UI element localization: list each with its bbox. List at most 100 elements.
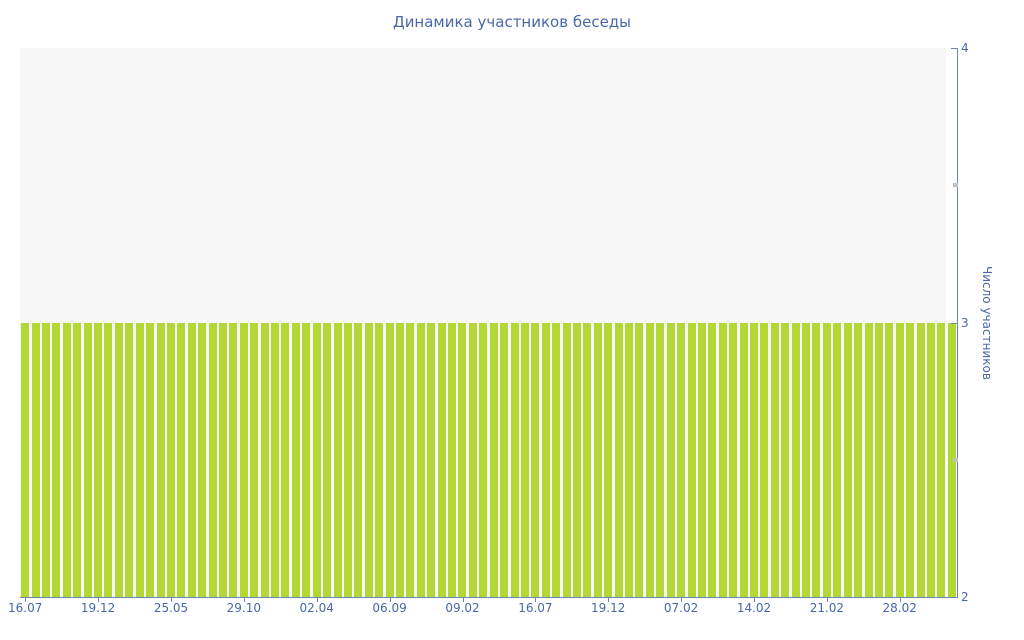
- bar: [187, 322, 196, 597]
- bar: [937, 322, 946, 597]
- bar: [260, 322, 269, 597]
- bar: [593, 322, 602, 597]
- bar: [926, 322, 935, 597]
- x-tick-label: 09.02: [445, 601, 480, 615]
- bar: [333, 322, 342, 597]
- bar: [416, 322, 425, 597]
- x-tick-mark: [316, 598, 318, 602]
- bar: [250, 322, 259, 597]
- bar: [500, 322, 509, 597]
- x-tick-mark: [389, 598, 391, 602]
- bar: [656, 322, 665, 597]
- bar: [437, 322, 446, 597]
- bar: [791, 322, 800, 597]
- x-tick-label: 14.02: [736, 601, 772, 615]
- bar: [802, 322, 811, 597]
- bar: [312, 322, 321, 597]
- bar: [874, 322, 883, 597]
- x-tick-mark: [754, 598, 755, 602]
- bar: [781, 322, 790, 597]
- bar: [229, 322, 238, 597]
- x-axis-line: [20, 597, 958, 598]
- bar: [21, 322, 30, 597]
- bar: [604, 322, 613, 597]
- bar: [739, 322, 748, 597]
- bar: [114, 322, 123, 597]
- bar: [448, 322, 457, 597]
- bar: [73, 322, 82, 597]
- bar: [760, 322, 769, 597]
- bar: [885, 322, 894, 597]
- bar: [125, 322, 134, 597]
- x-tick-label: 21.02: [809, 601, 845, 615]
- bar: [906, 322, 915, 597]
- y-tick-label: 2: [961, 590, 969, 604]
- x-tick-label: 07.02: [663, 601, 699, 615]
- bar: [343, 322, 352, 597]
- bar: [916, 322, 925, 597]
- x-tick-label: 19.12: [80, 601, 116, 615]
- bar: [812, 322, 821, 597]
- x-tick-label: 25.05: [153, 601, 189, 615]
- x-tick-mark: [681, 598, 683, 602]
- bar: [479, 322, 488, 597]
- x-tick-label: 19.12: [591, 601, 626, 615]
- x-tick-mark: [25, 598, 27, 602]
- bar: [198, 322, 207, 597]
- x-tick-label: 29.10: [226, 601, 261, 615]
- x-tick-mark: [98, 598, 100, 602]
- bar: [396, 322, 404, 597]
- x-tick-mark: [826, 598, 828, 602]
- bar: [833, 322, 842, 597]
- bar: [385, 322, 394, 597]
- bar: [156, 322, 165, 597]
- y-tick-label: 4: [961, 41, 969, 55]
- bar: [635, 322, 644, 597]
- bar: [94, 322, 103, 597]
- bar: [104, 322, 113, 597]
- x-tick-label: 28.02: [882, 601, 917, 615]
- bar: [843, 322, 852, 597]
- bar: [208, 322, 217, 597]
- bar: [677, 322, 686, 597]
- y-minor-tick-mark: [953, 457, 958, 462]
- bar: [135, 322, 144, 597]
- bar: [864, 322, 873, 597]
- bar: [406, 322, 415, 597]
- bar: [468, 322, 477, 597]
- bar: [281, 322, 290, 597]
- x-tick-label: 06.09: [372, 601, 407, 615]
- bar: [510, 322, 519, 597]
- x-tick-mark: [171, 598, 172, 602]
- bar: [770, 322, 779, 597]
- bar: [687, 322, 696, 597]
- bar: [729, 322, 738, 597]
- x-tick-label: 02.04: [299, 601, 334, 615]
- bar: [822, 322, 831, 597]
- x-tick-mark: [243, 598, 245, 602]
- x-tick-mark: [608, 598, 610, 602]
- bar: [718, 322, 727, 597]
- bar: [895, 322, 904, 597]
- bar: [458, 322, 467, 597]
- bar: [83, 322, 92, 597]
- bar: [625, 322, 634, 597]
- bar: [531, 322, 540, 597]
- bar: [302, 322, 311, 597]
- bar: [427, 322, 436, 597]
- bar: [177, 322, 186, 597]
- bar: [271, 322, 280, 597]
- x-tick-mark: [899, 598, 901, 602]
- bar: [697, 322, 706, 597]
- x-tick-label: 16.07: [8, 601, 43, 615]
- bar: [562, 322, 571, 597]
- bar: [146, 322, 155, 597]
- bar: [572, 322, 581, 597]
- bar: [291, 322, 300, 597]
- y-axis-line: [957, 48, 958, 598]
- y-tick-mark: [951, 48, 957, 49]
- bar: [489, 322, 498, 597]
- bar: [52, 322, 61, 597]
- x-tick-mark: [462, 598, 464, 602]
